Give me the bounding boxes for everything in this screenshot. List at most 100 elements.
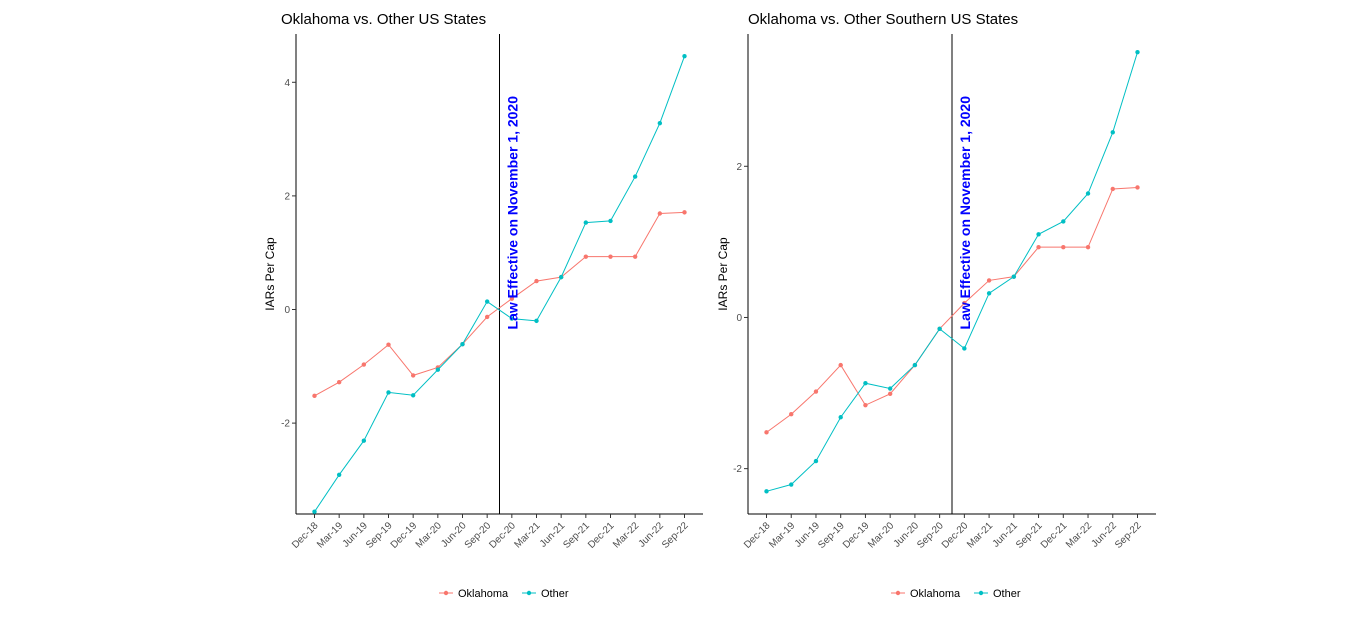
data-point-other bbox=[1061, 219, 1066, 224]
legend-label: Other bbox=[993, 588, 1021, 600]
y-tick-label: -2 bbox=[281, 419, 290, 430]
data-point-oklahoma bbox=[764, 430, 769, 435]
x-tick-label: Sep-19 bbox=[364, 520, 395, 551]
data-point-other bbox=[887, 386, 893, 391]
data-point-other bbox=[534, 318, 539, 324]
legend-label: Oklahoma bbox=[458, 588, 509, 600]
chart-title: Oklahoma vs. Other Southern US States bbox=[748, 11, 1018, 28]
chart-panel-us-states: Oklahoma vs. Other US States -2 0 2 4 IARs Pe… bbox=[263, 11, 703, 600]
x-tick-label: Mar-19 bbox=[767, 520, 797, 550]
legend-key-point bbox=[526, 590, 532, 596]
law-annotation: Law Effective on November 1, 2020 bbox=[957, 96, 973, 330]
y-tick-label: 4 bbox=[284, 78, 290, 89]
y-tick-label: 2 bbox=[284, 191, 290, 202]
data-point-other bbox=[509, 316, 515, 321]
x-tick-label: Sep-20 bbox=[463, 520, 494, 551]
data-point-other bbox=[558, 274, 564, 280]
data-point-other bbox=[361, 438, 367, 443]
data-point-oklahoma bbox=[657, 211, 663, 216]
x-tick-label: Dec-20 bbox=[487, 520, 518, 551]
data-point-other bbox=[460, 341, 465, 347]
data-point-other bbox=[1011, 274, 1017, 279]
data-point-oklahoma bbox=[863, 402, 868, 408]
data-point-other bbox=[813, 458, 819, 464]
data-point-oklahoma bbox=[608, 254, 613, 259]
x-tick-label: Sep-21 bbox=[561, 520, 592, 551]
data-point-oklahoma bbox=[1135, 185, 1140, 190]
data-point-oklahoma bbox=[962, 300, 967, 306]
law-annotation: Law Effective on November 1, 2020 bbox=[505, 96, 521, 330]
x-tick-label: Dec-19 bbox=[389, 520, 420, 551]
chart-title: Oklahoma vs. Other US States bbox=[281, 11, 486, 28]
data-point-oklahoma bbox=[682, 210, 687, 215]
data-point-other bbox=[312, 509, 317, 514]
data-point-other bbox=[1036, 232, 1041, 237]
data-point-oklahoma bbox=[509, 296, 515, 301]
data-point-oklahoma bbox=[534, 278, 539, 284]
data-point-oklahoma bbox=[336, 380, 342, 385]
legend-key-point bbox=[978, 590, 984, 596]
y-tick-label: 2 bbox=[736, 162, 742, 173]
x-tick-label: Sep-22 bbox=[1113, 520, 1144, 551]
data-point-oklahoma bbox=[813, 389, 819, 394]
y-tick-label: 0 bbox=[736, 313, 742, 324]
data-point-other bbox=[1110, 130, 1115, 135]
data-point-other bbox=[937, 326, 942, 332]
legend-label: Oklahoma bbox=[910, 588, 961, 600]
data-point-other bbox=[336, 472, 342, 478]
data-point-other bbox=[682, 53, 687, 59]
series-line-oklahoma bbox=[314, 211, 685, 397]
x-tick-label: Dec-18 bbox=[290, 520, 321, 551]
data-point-oklahoma bbox=[789, 412, 794, 417]
data-point-other bbox=[1135, 49, 1140, 55]
x-tick-label: Sep-20 bbox=[915, 520, 946, 551]
data-point-other bbox=[435, 367, 441, 372]
series-line-other bbox=[314, 55, 685, 513]
data-point-oklahoma bbox=[986, 278, 992, 283]
data-point-oklahoma bbox=[1036, 244, 1041, 250]
data-point-other bbox=[838, 415, 843, 420]
data-point-oklahoma bbox=[410, 373, 416, 378]
x-tick-label: Sep-19 bbox=[816, 520, 847, 551]
x-tick-label: Dec-21 bbox=[1039, 520, 1070, 551]
data-point-other bbox=[863, 381, 868, 386]
data-point-oklahoma bbox=[1085, 244, 1091, 250]
x-tick-label: Mar-21 bbox=[512, 520, 542, 550]
x-tick-label: Mar-20 bbox=[414, 520, 444, 550]
x-tick-label: Dec-18 bbox=[742, 520, 773, 551]
legend-key-point bbox=[443, 590, 449, 596]
x-tick-label: Sep-22 bbox=[660, 520, 691, 551]
data-point-oklahoma bbox=[386, 342, 391, 347]
data-point-oklahoma bbox=[361, 362, 367, 367]
data-point-oklahoma bbox=[632, 254, 638, 259]
data-point-other bbox=[1085, 191, 1091, 196]
x-tick-label: Mar-21 bbox=[965, 520, 995, 550]
legend-key-point bbox=[895, 590, 901, 596]
data-point-other bbox=[386, 390, 391, 395]
data-point-other bbox=[912, 362, 918, 368]
x-tick-label: Mar-19 bbox=[315, 520, 345, 550]
y-tick-label: -2 bbox=[733, 464, 742, 475]
data-point-other bbox=[962, 346, 967, 351]
series-line-oklahoma bbox=[766, 186, 1138, 433]
x-tick-label: Dec-20 bbox=[940, 520, 971, 551]
data-point-oklahoma bbox=[484, 314, 490, 320]
x-tick-label: Mar-20 bbox=[866, 520, 896, 550]
data-point-oklahoma bbox=[312, 393, 317, 399]
data-point-other bbox=[583, 220, 589, 225]
x-tick-label: Sep-21 bbox=[1014, 520, 1045, 551]
x-tick-label: Dec-21 bbox=[586, 520, 617, 551]
data-point-other bbox=[484, 299, 490, 304]
data-point-oklahoma bbox=[887, 391, 893, 397]
data-point-other bbox=[764, 489, 769, 494]
legend-label: Other bbox=[541, 588, 569, 600]
data-point-other bbox=[657, 120, 663, 126]
x-tick-label: Mar-22 bbox=[611, 520, 641, 550]
data-point-other bbox=[410, 393, 416, 398]
data-point-oklahoma bbox=[1061, 244, 1066, 250]
data-point-other bbox=[632, 174, 638, 179]
y-tick-label: 0 bbox=[284, 305, 290, 316]
y-axis-label: IARs Per Cap bbox=[263, 237, 277, 311]
y-axis-label: IARs Per Cap bbox=[716, 237, 730, 311]
